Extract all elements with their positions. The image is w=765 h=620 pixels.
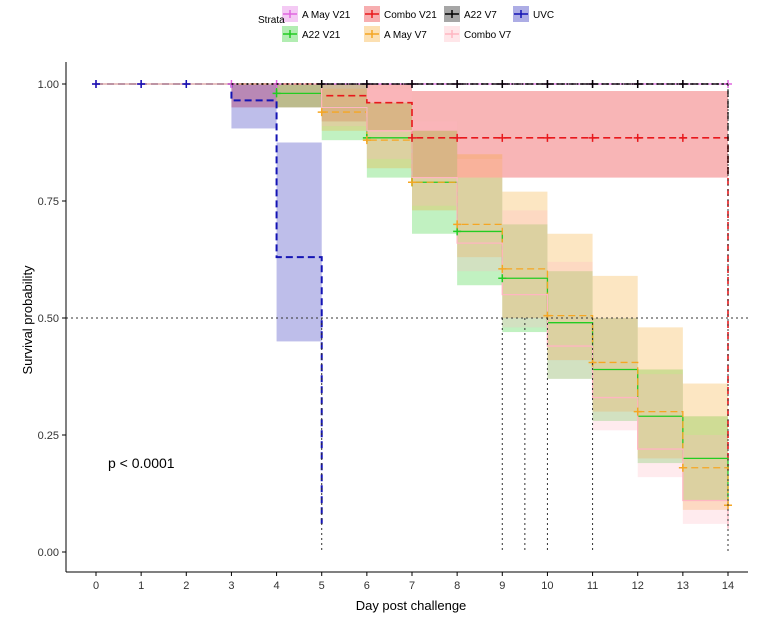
censor-mark <box>408 178 416 187</box>
x-tick-label: 10 <box>541 580 553 592</box>
band-a-may-v7 <box>412 130 458 211</box>
legend-title: Strata <box>258 15 285 26</box>
censor-mark <box>678 463 687 472</box>
censor-mark <box>678 133 687 142</box>
censor-mark <box>453 220 462 229</box>
p-value-label: p < 0.0001 <box>108 455 175 471</box>
legend-label: A May V7 <box>384 30 427 41</box>
band-combo-v7 <box>412 121 458 206</box>
x-tick-label: 7 <box>409 580 415 592</box>
band-a-may-v7 <box>637 327 683 459</box>
censor-mark <box>633 133 642 142</box>
x-tick-label: 3 <box>228 580 234 592</box>
censor-mark <box>362 136 371 145</box>
y-tick-label: 1.00 <box>38 79 59 91</box>
band-combo-v7 <box>592 318 638 431</box>
censor-mark <box>408 133 416 142</box>
x-tick-label: 5 <box>319 580 325 592</box>
censor-mark <box>498 133 507 142</box>
censor-mark <box>498 264 507 273</box>
axes: 0 1 2 3 4 5 6 7 8 9 10 11 12 13 140.000.250.500.751.00 <box>38 62 748 592</box>
band-combo-v7 <box>366 88 412 159</box>
band-a-may-v7 <box>547 233 593 361</box>
y-tick-label: 0.25 <box>38 430 59 442</box>
legend-label: A22 V21 <box>302 30 341 41</box>
censor-mark <box>453 133 462 142</box>
legend-label: Combo V21 <box>384 10 437 21</box>
band-a-may-v7 <box>366 102 412 169</box>
x-tick-label: 1 <box>138 580 144 592</box>
band-a22-v21 <box>276 84 322 108</box>
censor-mark <box>272 89 281 98</box>
censor-marks <box>92 80 732 510</box>
band-uvc <box>276 142 322 342</box>
legend: A May V21 Combo V21 A22 V7 UVC A22 V21 A May … <box>282 6 554 42</box>
x-tick-label: 14 <box>722 580 734 592</box>
x-tick-label: 8 <box>454 580 460 592</box>
x-tick-label: 6 <box>364 580 370 592</box>
band-combo-v7 <box>457 158 503 272</box>
y-tick-label: 0.50 <box>38 313 59 325</box>
censor-mark <box>453 227 462 236</box>
band-combo-v7 <box>637 374 683 478</box>
x-axis-label: Day post challenge <box>356 598 467 613</box>
censor-mark <box>137 80 146 88</box>
x-tick-label: 11 <box>587 580 598 592</box>
legend-label: A May V21 <box>302 10 351 21</box>
censor-mark <box>92 80 100 88</box>
x-tick-label: 12 <box>632 580 644 592</box>
band-combo-v21 <box>366 84 412 131</box>
y-tick-label: 0.00 <box>38 547 59 559</box>
censor-mark <box>317 108 326 117</box>
censor-mark <box>633 407 642 416</box>
censor-mark <box>498 274 507 283</box>
band-combo-v21 <box>412 91 728 178</box>
censor-mark <box>543 133 552 142</box>
x-tick-label: 13 <box>677 580 689 592</box>
band-a-may-v7 <box>502 191 548 318</box>
curve-combo-v7 <box>96 83 729 529</box>
legend-label: Combo V7 <box>464 30 512 41</box>
legend-label: A22 V7 <box>464 10 497 21</box>
legend-label: UVC <box>533 10 554 21</box>
x-tick-label: 4 <box>274 580 280 592</box>
band-a22-v21 <box>547 271 593 379</box>
band-a-may-v7 <box>682 383 728 510</box>
x-tick-label: 9 <box>499 580 505 592</box>
band-combo-v7 <box>321 84 367 127</box>
band-a-may-v7 <box>592 275 638 412</box>
x-tick-label: 0 <box>93 580 99 592</box>
band-combo-v7 <box>547 261 593 379</box>
band-combo-v21 <box>321 84 367 122</box>
y-tick-label: 0.75 <box>38 196 59 208</box>
band-combo-v7 <box>682 435 728 524</box>
y-axis-label: Survival probability <box>20 265 35 375</box>
censor-mark <box>182 80 191 88</box>
x-tick-label: 2 <box>183 580 189 592</box>
band-a-may-v7 <box>457 154 503 258</box>
band-uvc <box>231 84 277 129</box>
confidence-bands <box>231 84 728 524</box>
censor-mark <box>588 133 597 142</box>
